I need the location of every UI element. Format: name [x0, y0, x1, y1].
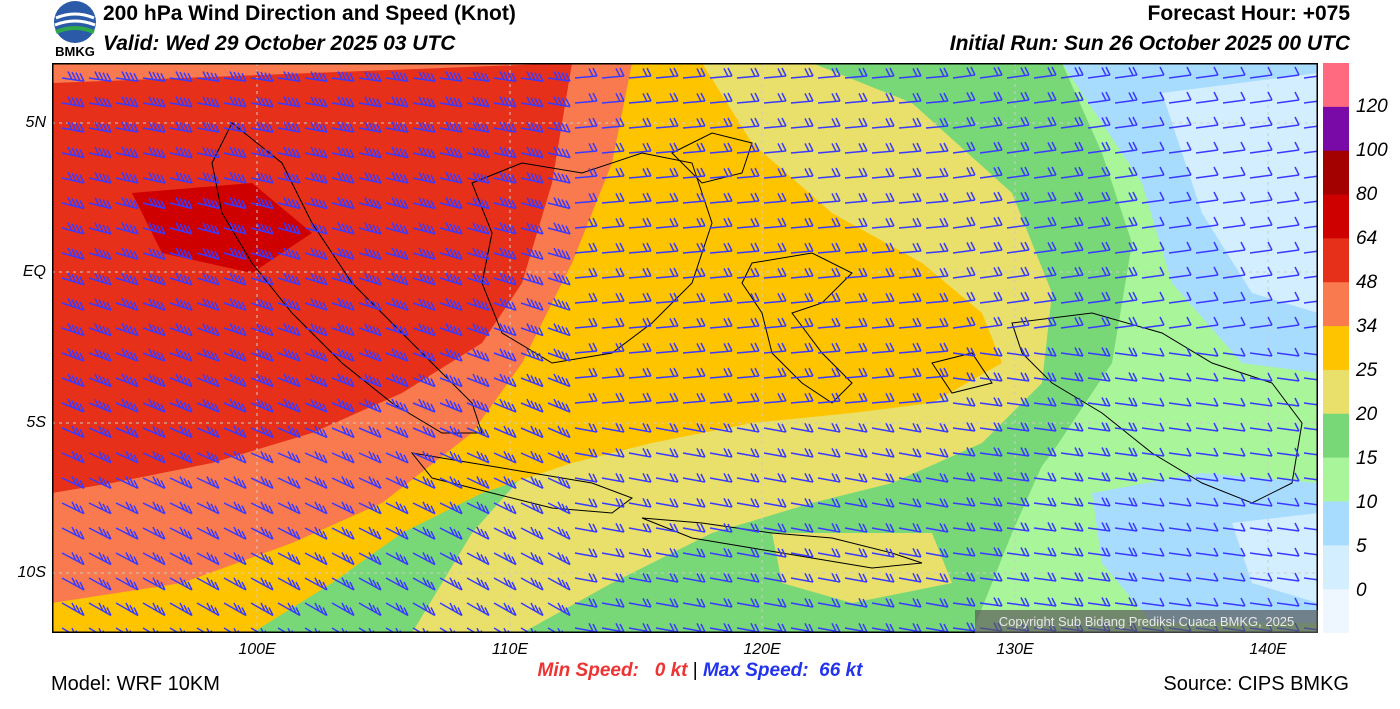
- field-20-25-south: [772, 533, 952, 603]
- colorbar-swatch: [1323, 63, 1349, 108]
- mindanao-coast: [671, 132, 753, 184]
- colorbar-label: 80: [1356, 184, 1378, 205]
- lat-label-eq: EQ: [22, 263, 46, 280]
- source-label: Source: CIPS BMKG: [1163, 673, 1349, 695]
- lon-label-120e: 120E: [743, 641, 781, 658]
- lon-label-140e: 140E: [1249, 641, 1287, 658]
- colorbar-label: 48: [1356, 272, 1378, 293]
- colorbar-swatch: [1323, 369, 1349, 415]
- forecast-hour: Forecast Hour: +075: [1147, 2, 1351, 25]
- copyright-note: Copyright Sub Bidang Prediksi Cuaca BMKG…: [975, 610, 1318, 633]
- colorbar: [1323, 63, 1349, 633]
- map-title: 200 hPa Wind Direction and Speed (Knot): [103, 2, 516, 25]
- seram-coast: [931, 352, 993, 394]
- java-coast: [410, 452, 634, 514]
- max-speed-label: Max Speed:: [702, 660, 809, 681]
- colorbar-label: 10: [1356, 492, 1378, 513]
- colorbar-swatch: [1323, 589, 1349, 633]
- speed-stats: Min Speed: 0 kt | Max Speed: 66 kt: [0, 660, 1400, 682]
- min-speed-value: 0 kt: [654, 660, 688, 681]
- colorbar-label: 34: [1356, 316, 1378, 337]
- valid-time: Valid: Wed 29 October 2025 03 UTC: [103, 32, 456, 55]
- colorbar-label: 64: [1356, 228, 1378, 249]
- barb-path: [61, 66, 1318, 633]
- max-speed-value: 66 kt: [819, 660, 863, 681]
- colorbar-swatch: [1323, 106, 1349, 152]
- sulawesi-coast: [741, 252, 853, 404]
- borneo-coast: [471, 152, 713, 364]
- colorbar-label: 120: [1356, 96, 1388, 117]
- colorbar-label: 20: [1356, 404, 1378, 425]
- lat-label-10s: 10S: [17, 564, 46, 581]
- map-frame: [52, 63, 1318, 633]
- model-label: Model: WRF 10KM: [51, 673, 220, 695]
- initial-run: Initial Run: Sun 26 October 2025 00 UTC: [949, 32, 1350, 55]
- bmkg-logo: BMKG: [50, 0, 100, 60]
- lat-label-5n: 5N: [25, 114, 46, 131]
- colorbar-swatch: [1323, 150, 1349, 196]
- colorbar-swatch: [1323, 238, 1349, 283]
- wind-map: [52, 63, 1318, 633]
- lon-label-100e: 100E: [238, 641, 276, 658]
- colorbar-swatch: [1323, 326, 1349, 371]
- papua-coast: [1011, 312, 1303, 504]
- max-speed: Max Speed: 66 kt: [703, 660, 862, 681]
- wind-barbs: [61, 66, 1318, 633]
- lat-label-5s: 5S: [26, 414, 46, 431]
- colorbar-label: 5: [1356, 536, 1367, 557]
- lon-label-130e: 130E: [996, 641, 1034, 658]
- colorbar-label: 100: [1356, 140, 1388, 161]
- lon-label-110e: 110E: [491, 641, 529, 658]
- colorbar-swatch: [1323, 545, 1349, 590]
- logo-text: BMKG: [55, 44, 95, 59]
- colorbar-swatch: [1323, 194, 1349, 239]
- min-speed: Min Speed: 0 kt: [538, 660, 693, 681]
- colorbar-label: 0: [1356, 580, 1367, 601]
- field-48-64: [52, 63, 572, 493]
- colorbar-swatch: [1323, 457, 1349, 502]
- colorbar-label: 25: [1356, 360, 1378, 381]
- colorbar-swatch: [1323, 413, 1349, 459]
- graticule: [52, 63, 1318, 633]
- min-speed-label: Min Speed:: [537, 660, 639, 681]
- colorbar-swatch: [1323, 501, 1349, 546]
- colorbar-swatch: [1323, 282, 1349, 327]
- stats-separator: |: [692, 660, 698, 681]
- colorbar-label: 15: [1356, 448, 1378, 469]
